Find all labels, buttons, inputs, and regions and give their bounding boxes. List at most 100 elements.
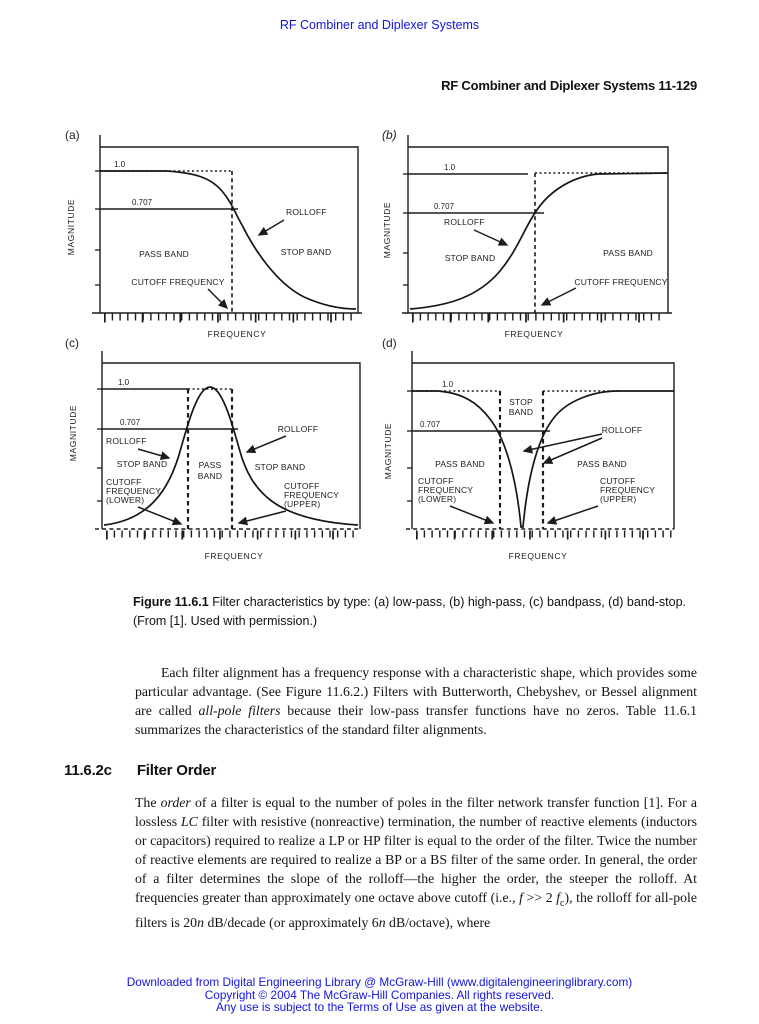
svg-text:CUTOFF: CUTOFF — [600, 476, 636, 486]
highpass-curve — [409, 172, 669, 310]
svg-text:FREQUENCY: FREQUENCY — [284, 490, 339, 500]
rolloff-left-label: ROLLOFF — [106, 436, 147, 446]
figure-caption-text: Filter characteristics by type: (a) low-… — [133, 595, 686, 628]
magnitude-axis-label: MAGNITUDE — [383, 423, 393, 479]
frequency-axis-label: FREQUENCY — [205, 551, 264, 561]
paragraph-text: dB/decade (or approximately 6 — [204, 914, 379, 930]
figure-panel-c: (c) 1.0 0.707 MAGNITUDE FREQUENCY ROLLOF… — [62, 333, 367, 571]
cutoff-lower-arrow — [137, 506, 183, 526]
rolloff-label: ROLLOFF — [286, 207, 327, 217]
bandpass-plot: (c) 1.0 0.707 MAGNITUDE FREQUENCY ROLLOF… — [65, 336, 361, 561]
half-power-label: 0.707 — [132, 198, 153, 207]
paragraph-text: The — [135, 795, 161, 810]
panel-label-a: (a) — [65, 128, 80, 142]
rolloff-right-arrow — [245, 435, 287, 454]
rolloff-right-label: ROLLOFF — [278, 424, 319, 434]
pass-band-left-label: PASS BAND — [435, 459, 485, 469]
figure-caption-label: Figure 11.6.1 — [133, 595, 209, 609]
bandstop-plot: (d) 1.0 0.707 MAGNITUDE FREQUENCY STOP B… — [382, 336, 675, 561]
half-power-label: 0.707 — [434, 202, 455, 211]
svg-text:(LOWER): (LOWER) — [418, 494, 456, 504]
paragraph-text: filter with resistive (nonreactive) term… — [135, 814, 697, 905]
y-ticks — [97, 388, 102, 502]
footer: Downloaded from Digital Engineering Libr… — [0, 976, 759, 1014]
svg-text:(UPPER): (UPPER) — [284, 499, 320, 509]
page-header: RF Combiner and Diplexer Systems 11-129 — [441, 78, 697, 93]
svg-text:CUTOFF: CUTOFF — [418, 476, 454, 486]
cutoff-lower-label: CUTOFF FREQUENCY (LOWER) — [418, 476, 473, 504]
unity-label: 1.0 — [444, 163, 456, 172]
y-ticks — [403, 173, 408, 286]
y-ticks — [95, 170, 100, 286]
svg-text:CUTOFF: CUTOFF — [284, 481, 320, 491]
plot-border — [100, 146, 359, 313]
paragraph-text: dB/octave), where — [385, 914, 491, 930]
svg-text:CUTOFF: CUTOFF — [106, 477, 142, 487]
paragraph-text: of a filter is equal to the number of po… — [135, 795, 697, 829]
figure-panel-b: (b) 1.0 0.707 MAGNITUDE FREQUENCY ROLLOF… — [378, 125, 696, 343]
paragraph-text: because their low-pass transfer function… — [135, 703, 697, 737]
unity-label: 1.0 — [114, 160, 126, 169]
bandpass-curve — [103, 386, 359, 526]
section-title: Filter Order — [136, 762, 217, 779]
frequency-axis-label: FREQUENCY — [208, 329, 267, 339]
panel-label-d: (d) — [382, 336, 397, 350]
paragraph-italic-text: f — [519, 890, 523, 905]
stop-band-label: STOP BAND — [445, 253, 496, 263]
frequency-axis-label: FREQUENCY — [505, 329, 564, 339]
stop-band-label-line1: STOP — [509, 397, 533, 407]
pass-band-label-line2: BAND — [198, 471, 222, 481]
svg-text:FREQUENCY: FREQUENCY — [106, 486, 161, 496]
frequency-axis-label: FREQUENCY — [509, 551, 568, 561]
paragraph-italic-text: LC — [181, 814, 198, 829]
y-ticks — [407, 390, 412, 502]
svg-text:FREQUENCY: FREQUENCY — [600, 485, 655, 495]
cutoff-upper-label: CUTOFF FREQUENCY (UPPER) — [600, 476, 655, 504]
cutoff-upper-arrow — [546, 505, 599, 525]
bandstop-curve — [412, 390, 674, 528]
half-power-label: 0.707 — [120, 418, 141, 427]
paragraph-italic-text: order — [160, 795, 191, 810]
cutoff-frequency-label: CUTOFF FREQUENCY — [574, 277, 667, 287]
cutoff-arrow — [207, 288, 229, 310]
rolloff-arrow — [257, 219, 285, 236]
figure-panel-a: (a) 1.0 0.707 MAGNITUDE FREQUENCY PASS B… — [62, 125, 367, 343]
paragraph-text: Each filter alignment has a frequency re… — [135, 665, 697, 718]
paragraph-italic-text: n — [197, 914, 204, 930]
rolloff-arrow-left — [522, 433, 603, 454]
rolloff-arrow-right — [542, 437, 603, 464]
svg-text:(UPPER): (UPPER) — [600, 494, 636, 504]
cutoff-lower-label: CUTOFF FREQUENCY (LOWER) — [106, 477, 161, 505]
svg-text:FREQUENCY: FREQUENCY — [418, 485, 473, 495]
footer-copyright: Copyright © 2004 The McGraw-Hill Compani… — [204, 987, 555, 1002]
cutoff-lower-arrow — [449, 505, 495, 525]
plot-border — [102, 362, 361, 529]
panel-label-b: (b) — [382, 128, 397, 142]
plot-border — [412, 362, 675, 529]
pass-band-right-label: PASS BAND — [577, 459, 627, 469]
figure-caption: Figure 11.6.1 Filter characteristics by … — [133, 593, 701, 631]
section-number: 11.6.2c — [64, 762, 112, 779]
unity-label: 1.0 — [118, 378, 130, 387]
pass-band-label-line1: PASS — [199, 460, 222, 470]
magnitude-axis-label: MAGNITUDE — [382, 202, 392, 258]
half-power-label: 0.707 — [420, 420, 441, 429]
panel-label-c: (c) — [65, 336, 79, 350]
cutoff-arrow — [540, 287, 577, 306]
magnitude-axis-label: MAGNITUDE — [66, 199, 76, 255]
footer-terms-link[interactable]: Any use is subject to the Terms of Use a… — [216, 1000, 543, 1014]
running-title-link[interactable]: RF Combiner and Diplexer Systems — [279, 18, 480, 32]
rolloff-left-arrow — [137, 448, 171, 461]
paragraph-text: ), the rolloff for all-pole filters is 2… — [135, 890, 697, 930]
rolloff-label: ROLLOFF — [444, 217, 485, 227]
stop-band-label-line2: BAND — [509, 407, 533, 417]
body-paragraph-1: Each filter alignment has a frequency re… — [135, 663, 697, 739]
paragraph-subscript-text: c — [560, 897, 565, 909]
rolloff-label: ROLLOFF — [602, 425, 643, 435]
pass-band-label: PASS BAND — [603, 248, 653, 258]
footer-download-link[interactable]: Downloaded from Digital Engineering Libr… — [126, 975, 633, 989]
lowpass-plot: (a) 1.0 0.707 MAGNITUDE FREQUENCY PASS B… — [65, 128, 362, 339]
lowpass-curve — [100, 170, 357, 310]
stop-band-label: STOP BAND — [281, 247, 332, 257]
unity-label: 1.0 — [442, 380, 454, 389]
